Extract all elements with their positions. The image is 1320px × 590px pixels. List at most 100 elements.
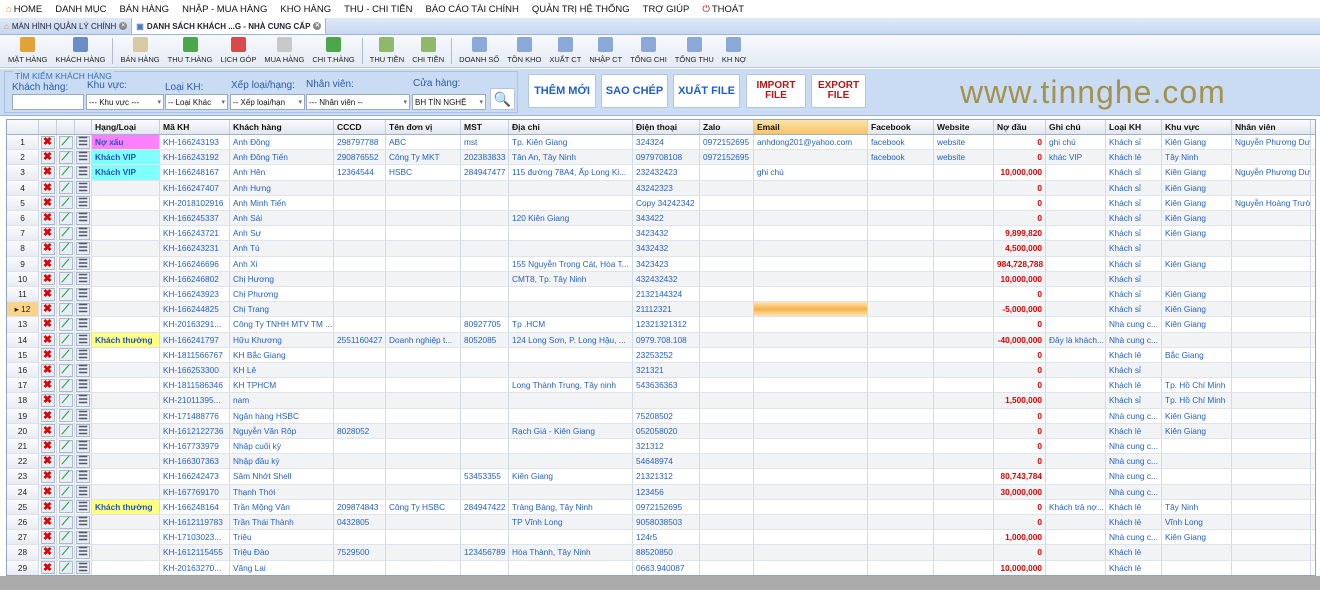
grid-cell[interactable]: 0 bbox=[994, 211, 1046, 226]
grid-cell[interactable] bbox=[934, 271, 994, 286]
column-header[interactable]: Hạng/Loại bbox=[92, 120, 160, 134]
grid-cell[interactable]: 80,743,784 bbox=[994, 469, 1046, 484]
grid-cell[interactable] bbox=[1232, 287, 1311, 302]
grid-cell[interactable]: KH-1811586346 bbox=[160, 378, 230, 393]
grid-cell[interactable]: Thạnh Thới bbox=[230, 484, 334, 499]
grid-cell[interactable] bbox=[334, 393, 386, 408]
grid-cell[interactable] bbox=[754, 256, 868, 271]
grid-cell[interactable]: Nhà cung c... bbox=[1106, 454, 1162, 469]
grid-cell[interactable] bbox=[754, 287, 868, 302]
grid-cell[interactable]: Nhà cung c... bbox=[1106, 439, 1162, 454]
grid-cell[interactable] bbox=[934, 363, 994, 378]
grid-cell[interactable] bbox=[92, 226, 160, 241]
grid-cell[interactable] bbox=[700, 347, 754, 362]
grid-cell[interactable] bbox=[1232, 332, 1311, 347]
grid-cell[interactable] bbox=[509, 560, 633, 575]
grid-cell[interactable] bbox=[386, 530, 461, 545]
grid-cell[interactable] bbox=[868, 347, 934, 362]
grid-cell[interactable]: 10,000,000 bbox=[994, 165, 1046, 180]
column-header[interactable]: MST bbox=[461, 120, 509, 134]
grid-cell[interactable] bbox=[509, 241, 633, 256]
grid-cell[interactable]: Khách sỉ bbox=[1106, 211, 1162, 226]
grid-cell[interactable]: 343422 bbox=[633, 211, 700, 226]
grid-cell[interactable] bbox=[868, 256, 934, 271]
grid-cell[interactable] bbox=[754, 515, 868, 530]
grid-cell[interactable] bbox=[1232, 560, 1311, 575]
grid-cell[interactable] bbox=[934, 378, 994, 393]
grid-cell[interactable]: 0979708108 bbox=[633, 150, 700, 165]
menu-item-9[interactable]: ⏻ THOÁT bbox=[702, 4, 744, 15]
grid-cell[interactable] bbox=[1232, 317, 1311, 332]
grid-cell[interactable]: KH-166241797 bbox=[160, 332, 230, 347]
grid-cell[interactable]: Long Thành Trung, Tây ninh bbox=[509, 378, 633, 393]
edit-button[interactable]: ⟋ bbox=[57, 393, 75, 408]
grid-cell[interactable]: 1,500,000 bbox=[994, 393, 1046, 408]
grid-cell[interactable] bbox=[754, 469, 868, 484]
grid-cell[interactable] bbox=[461, 302, 509, 317]
column-header[interactable]: Ghi chú bbox=[1046, 120, 1106, 134]
column-header[interactable] bbox=[7, 120, 39, 134]
column-header[interactable] bbox=[75, 120, 92, 134]
grid-cell[interactable]: KH-166246696 bbox=[160, 256, 230, 271]
grid-cell[interactable] bbox=[1046, 211, 1106, 226]
grid-cell[interactable]: Kiên Giang bbox=[1162, 317, 1232, 332]
grid-cell[interactable] bbox=[1232, 469, 1311, 484]
grid-cell[interactable]: Trần Mộng Vân bbox=[230, 499, 334, 514]
grid-cell[interactable] bbox=[386, 454, 461, 469]
grid-cell[interactable] bbox=[868, 530, 934, 545]
grid-cell[interactable] bbox=[1232, 454, 1311, 469]
grid-cell[interactable] bbox=[386, 423, 461, 438]
grid-cell[interactable] bbox=[92, 378, 160, 393]
grid-cell[interactable] bbox=[509, 180, 633, 195]
grid-cell[interactable] bbox=[386, 378, 461, 393]
toolbar-button-15[interactable]: NHẬP CT bbox=[585, 37, 626, 67]
grid-cell[interactable] bbox=[754, 499, 868, 514]
grid-cell[interactable]: 53453355 bbox=[461, 469, 509, 484]
grid-cell[interactable]: KH-1612122736 bbox=[160, 423, 230, 438]
grid-cell[interactable]: KH-166242473 bbox=[160, 469, 230, 484]
grid-cell[interactable]: Khách lẻ bbox=[1106, 560, 1162, 575]
search-button[interactable]: 🔍 bbox=[490, 88, 515, 110]
grid-cell[interactable]: 1,000,000 bbox=[994, 530, 1046, 545]
grid-cell[interactable]: Kiên Giang bbox=[1162, 135, 1232, 150]
grid-cell[interactable]: Nguyễn Văn Rôp bbox=[230, 423, 334, 438]
menu-item-5[interactable]: THU - CHI TIỀN bbox=[344, 4, 412, 15]
grid-cell[interactable] bbox=[461, 287, 509, 302]
grid-cell[interactable]: Khách sỉ bbox=[1106, 135, 1162, 150]
grid-cell[interactable]: Kiên Giang bbox=[1162, 226, 1232, 241]
grid-cell[interactable]: Anh Minh Tiến bbox=[230, 195, 334, 210]
copy-button[interactable]: SAO CHÉP bbox=[601, 74, 668, 108]
grid-cell[interactable] bbox=[92, 317, 160, 332]
edit-button[interactable]: ⟋ bbox=[57, 378, 75, 393]
grid-cell[interactable] bbox=[754, 347, 868, 362]
grid-cell[interactable]: 0 bbox=[994, 408, 1046, 423]
grid-cell[interactable]: Khách sỉ bbox=[1106, 271, 1162, 286]
grid-cell[interactable] bbox=[700, 469, 754, 484]
grid-cell[interactable]: Kiên Giang bbox=[1162, 165, 1232, 180]
grid-cell[interactable] bbox=[1046, 347, 1106, 362]
delete-button[interactable]: ✖ bbox=[39, 515, 57, 530]
detail-button[interactable]: ☰ bbox=[75, 347, 92, 362]
grid-cell[interactable] bbox=[1232, 150, 1311, 165]
grid-cell[interactable] bbox=[386, 408, 461, 423]
grid-cell[interactable] bbox=[754, 180, 868, 195]
grid-cell[interactable] bbox=[1162, 469, 1232, 484]
grid-cell[interactable] bbox=[754, 545, 868, 560]
edit-button[interactable]: ⟋ bbox=[57, 195, 75, 210]
grid-cell[interactable]: Khách sỉ bbox=[1106, 241, 1162, 256]
grid-cell[interactable]: Tp. Hồ Chí Minh bbox=[1162, 393, 1232, 408]
grid-cell[interactable]: Khách lẻ bbox=[1106, 545, 1162, 560]
grid-cell[interactable]: Nhà cung c... bbox=[1106, 469, 1162, 484]
grid-cell[interactable] bbox=[754, 378, 868, 393]
grid-cell[interactable]: 052058020 bbox=[633, 423, 700, 438]
edit-button[interactable]: ⟋ bbox=[57, 469, 75, 484]
grid-cell[interactable]: 543636363 bbox=[633, 378, 700, 393]
table-row[interactable]: 5 ✖ ⟋ ☰ KH-2018102916 Anh Minh Tiến Copy 34242… bbox=[7, 195, 1315, 211]
grid-cell[interactable] bbox=[92, 241, 160, 256]
grid-cell[interactable]: 10,000,000 bbox=[994, 560, 1046, 575]
grid-cell[interactable]: 2132144324 bbox=[633, 287, 700, 302]
toolbar-button-4[interactable]: THU T.HÀNG bbox=[164, 37, 217, 67]
delete-button[interactable]: ✖ bbox=[39, 484, 57, 499]
grid-cell[interactable] bbox=[386, 515, 461, 530]
grid-cell[interactable]: 124r5 bbox=[633, 530, 700, 545]
